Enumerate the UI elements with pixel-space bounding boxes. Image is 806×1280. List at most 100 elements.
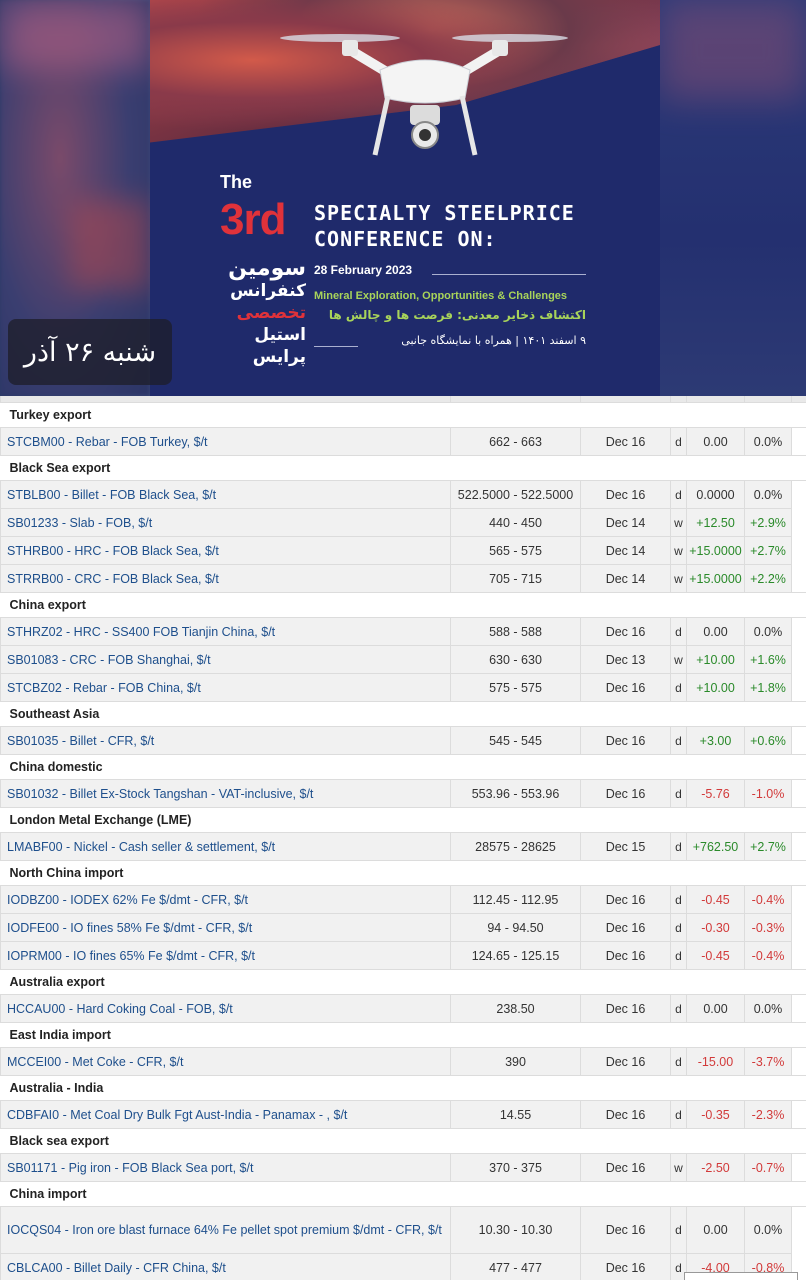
table-row: STCBZ02 - Rebar - FOB China, $/t 575 - 57… [0,673,806,702]
date-chip: شنبه ۲۶ آذر [8,319,172,385]
row-spacer [791,673,806,702]
table-row: SB01083 - CRC - FOB Shanghai, $/t 630 - 6… [0,645,806,674]
section-title: Australia - India [0,1075,806,1101]
assessment-date: Dec 16 [580,941,671,970]
assessment-date: Dec 16 [580,1100,671,1129]
assessment-date: Dec 16 [580,617,671,646]
section-header: Black sea export [0,1128,806,1154]
percent-change: +2.9% [744,508,792,537]
price-assessment-link[interactable]: STHRZ02 - HRC - SS400 FOB Tianjin China,… [0,617,451,646]
price-assessment-link[interactable]: SB01032 - Billet Ex-Stock Tangshan - VAT… [0,779,451,808]
table-row: IOCQS04 - Iron ore blast furnace 64% Fe … [0,1206,806,1254]
row-spacer [791,885,806,914]
section-title: North China import [0,860,806,886]
price-assessment-link[interactable]: MCCEI00 - Met Coke - CFR, $/t [0,1047,451,1076]
price-assessment-link[interactable]: STCBZ02 - Rebar - FOB China, $/t [0,673,451,702]
price-assessment-link[interactable]: IOCQS04 - Iron ore blast furnace 64% Fe … [0,1206,451,1254]
section-header: North China import [0,860,806,886]
price-range: 705 - 715 [450,564,581,593]
section-header: China domestic [0,754,806,780]
price-assessment-link[interactable]: SB01083 - CRC - FOB Shanghai, $/t [0,645,451,674]
conference-poster: The 3rd SPECIALTY STEELPRICE CONFERENCE … [150,0,660,396]
price-assessment-link[interactable]: LMABF00 - Nickel - Cash seller & settlem… [0,832,451,861]
price-change: 0.00 [686,427,745,456]
price-assessment-link[interactable]: STCBM00 - Rebar - FOB Turkey, $/t [0,427,451,456]
price-table-body: Turkey export STCBM00 - Rebar - FOB Turke… [0,396,806,1280]
price-assessment-link[interactable]: SB01171 - Pig iron - FOB Black Sea port,… [0,1153,451,1182]
row-spacer [791,480,806,509]
percent-change: +2.7% [744,832,792,861]
row-spacer [791,1047,806,1076]
price-range: 238.50 [450,994,581,1023]
table-row: HCCAU00 - Hard Coking Coal - FOB, $/t 238… [0,994,806,1023]
price-change: 0.00 [686,994,745,1023]
period-flag: d [670,832,687,861]
price-assessment-link[interactable]: IOPRM00 - IO fines 65% Fe $/dmt - CFR, $… [0,941,451,970]
section-title: Black sea export [0,1128,806,1154]
price-assessment-link[interactable]: CDBFAI0 - Met Coal Dry Bulk Fgt Aust-Ind… [0,1100,451,1129]
section-header: Australia export [0,969,806,995]
price-assessment-link[interactable]: IODBZ00 - IODEX 62% Fe $/dmt - CFR, $/t [0,885,451,914]
table-row: STCBM00 - Rebar - FOB Turkey, $/t 662 - 6… [0,427,806,456]
section-header: Australia - India [0,1075,806,1101]
banner-date: 28 February 2023 [314,263,413,277]
price-table-container[interactable]: Turkey export STCBM00 - Rebar - FOB Turke… [0,396,806,1280]
price-assessment-link[interactable]: SB01035 - Billet - CFR, $/t [0,726,451,755]
assessment-date: Dec 16 [580,1206,671,1254]
assessment-date: Dec 14 [580,536,671,565]
banner-subtitle-fa: اکتشاف ذخایر معدنی: فرصت ها و چالش ها [328,308,586,322]
section-header: London Metal Exchange (LME) [0,807,806,833]
price-change: +15.0000 [686,536,745,565]
row-spacer [791,832,806,861]
percent-change: -0.4% [744,885,792,914]
percent-change: -3.7% [744,1047,792,1076]
row-spacer [791,1100,806,1129]
row-spacer [791,1153,806,1182]
table-row: SB01171 - Pig iron - FOB Black Sea port,… [0,1153,806,1182]
price-assessment-link[interactable]: STRRB00 - CRC - FOB Black Sea, $/t [0,564,451,593]
price-change: -2.50 [686,1153,745,1182]
price-range: 10.30 - 10.30 [450,1206,581,1254]
price-range: 545 - 545 [450,726,581,755]
price-range: 553.96 - 553.96 [450,779,581,808]
assessment-date: Dec 16 [580,1047,671,1076]
banner-title-line2: CONFERENCE ON: [314,227,497,251]
period-flag: d [670,427,687,456]
price-assessment-link[interactable]: STHRB00 - HRC - FOB Black Sea, $/t [0,536,451,565]
price-range: 575 - 575 [450,673,581,702]
row-spacer [791,913,806,942]
row-spacer [791,726,806,755]
price-change: -0.45 [686,941,745,970]
price-range: 14.55 [450,1100,581,1129]
price-range: 565 - 575 [450,536,581,565]
drone-icon [280,34,568,156]
price-range: 477 - 477 [450,1253,581,1280]
assessment-date: Dec 13 [580,645,671,674]
percent-change: 0.0% [744,617,792,646]
scroll-tab[interactable] [684,1272,798,1280]
period-flag: d [670,779,687,808]
assessment-date: Dec 16 [580,779,671,808]
section-header: China import [0,1181,806,1207]
price-change: -15.00 [686,1047,745,1076]
table-row: IODFE00 - IO fines 58% Fe $/dmt - CFR, $… [0,913,806,942]
period-flag: w [670,508,687,537]
percent-change: -2.3% [744,1100,792,1129]
price-assessment-link[interactable]: STBLB00 - Billet - FOB Black Sea, $/t [0,480,451,509]
price-change: +12.50 [686,508,745,537]
table-row: MCCEI00 - Met Coke - CFR, $/t 390 Dec 16 d -… [0,1047,806,1076]
price-assessment-link[interactable]: CBLCA00 - Billet Daily - CFR China, $/t [0,1253,451,1280]
percent-change: +1.8% [744,673,792,702]
section-header: China export [0,592,806,618]
price-assessment-link[interactable]: HCCAU00 - Hard Coking Coal - FOB, $/t [0,994,451,1023]
section-header: East India import [0,1022,806,1048]
row-spacer [791,427,806,456]
table-row: SB01035 - Billet - CFR, $/t 545 - 545 Dec … [0,726,806,755]
price-assessment-link[interactable]: IODFE00 - IO fines 58% Fe $/dmt - CFR, $… [0,913,451,942]
price-assessment-link[interactable]: SB01233 - Slab - FOB, $/t [0,508,451,537]
conference-banner[interactable]: The 3rd SPECIALTY STEELPRICE CONFERENCE … [0,0,806,396]
percent-change: 0.0% [744,1206,792,1254]
percent-change: -1.0% [744,779,792,808]
period-flag: d [670,1100,687,1129]
section-title: Turkey export [0,402,806,428]
